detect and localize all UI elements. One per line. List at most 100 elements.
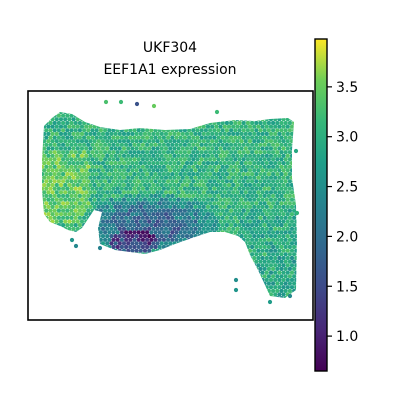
spot <box>124 135 129 140</box>
spot <box>145 252 150 257</box>
spot <box>130 139 135 144</box>
spot <box>147 139 152 144</box>
spot <box>94 215 99 220</box>
spot <box>252 197 257 202</box>
spot <box>203 266 208 271</box>
spot <box>174 296 179 298</box>
spot <box>178 237 183 242</box>
spot <box>46 117 51 122</box>
spot <box>237 281 242 286</box>
spot <box>191 296 196 298</box>
spot <box>279 150 284 155</box>
spot <box>153 135 158 140</box>
spot <box>132 274 137 279</box>
spot <box>218 263 223 268</box>
spot <box>241 215 246 220</box>
spot <box>214 139 219 144</box>
spot <box>105 226 110 231</box>
spot <box>145 120 150 126</box>
spot <box>226 204 232 209</box>
spot <box>157 201 162 206</box>
spot <box>147 263 152 268</box>
spot <box>117 139 122 144</box>
spot <box>115 274 120 279</box>
spot <box>193 248 198 253</box>
spot <box>100 112 106 115</box>
spot <box>239 153 244 158</box>
spot <box>275 252 280 257</box>
spot <box>266 164 271 169</box>
spot <box>199 150 204 155</box>
spot <box>98 237 103 242</box>
spot <box>210 248 215 253</box>
spot <box>100 270 106 275</box>
spot <box>69 303 73 307</box>
spot <box>159 117 164 122</box>
spot <box>151 270 156 275</box>
spot <box>63 277 68 282</box>
spot <box>149 244 154 250</box>
spot <box>245 150 250 155</box>
spot <box>107 259 112 264</box>
spot <box>119 128 124 133</box>
spot <box>90 281 95 286</box>
spot <box>256 248 261 253</box>
spot <box>275 157 280 162</box>
spot <box>126 270 131 275</box>
spot <box>134 255 139 261</box>
spot <box>86 223 91 228</box>
spot <box>109 300 113 304</box>
spot <box>90 120 95 126</box>
spot <box>260 241 265 246</box>
spot <box>235 204 240 209</box>
spot <box>124 157 129 162</box>
spot <box>269 307 273 311</box>
spot <box>69 120 74 126</box>
spot <box>292 179 297 184</box>
spot <box>275 281 280 286</box>
spot <box>58 175 64 180</box>
spot <box>71 182 76 188</box>
spot <box>77 172 82 177</box>
spot <box>100 219 106 224</box>
spot <box>178 135 183 140</box>
spot <box>275 208 280 213</box>
spot <box>254 142 259 147</box>
spot <box>56 142 62 147</box>
spot <box>208 274 213 279</box>
spot <box>72 300 76 304</box>
spot <box>203 237 208 242</box>
spot <box>182 274 187 279</box>
spot <box>176 234 181 239</box>
spot <box>42 204 47 209</box>
spot <box>258 142 263 147</box>
spot <box>239 241 244 246</box>
spot <box>208 288 213 293</box>
spot <box>44 237 49 242</box>
spot <box>113 263 118 268</box>
spot <box>84 292 89 297</box>
spot <box>191 252 196 257</box>
spot <box>182 244 187 250</box>
spot <box>111 281 116 286</box>
spot <box>115 223 120 228</box>
spot <box>184 270 190 275</box>
spot <box>292 244 297 250</box>
spot <box>82 172 87 177</box>
spot <box>145 296 150 298</box>
spot <box>86 281 91 286</box>
spot <box>58 219 64 224</box>
spot <box>271 157 276 162</box>
spot <box>292 223 297 228</box>
spot <box>86 142 91 147</box>
spot <box>74 303 78 307</box>
spot <box>203 128 208 133</box>
spot <box>79 241 85 246</box>
spot <box>126 146 131 151</box>
spot <box>151 124 156 129</box>
spot <box>168 161 173 166</box>
spot <box>77 201 82 206</box>
spot <box>170 128 175 133</box>
spot <box>195 281 200 286</box>
spot <box>197 285 202 290</box>
